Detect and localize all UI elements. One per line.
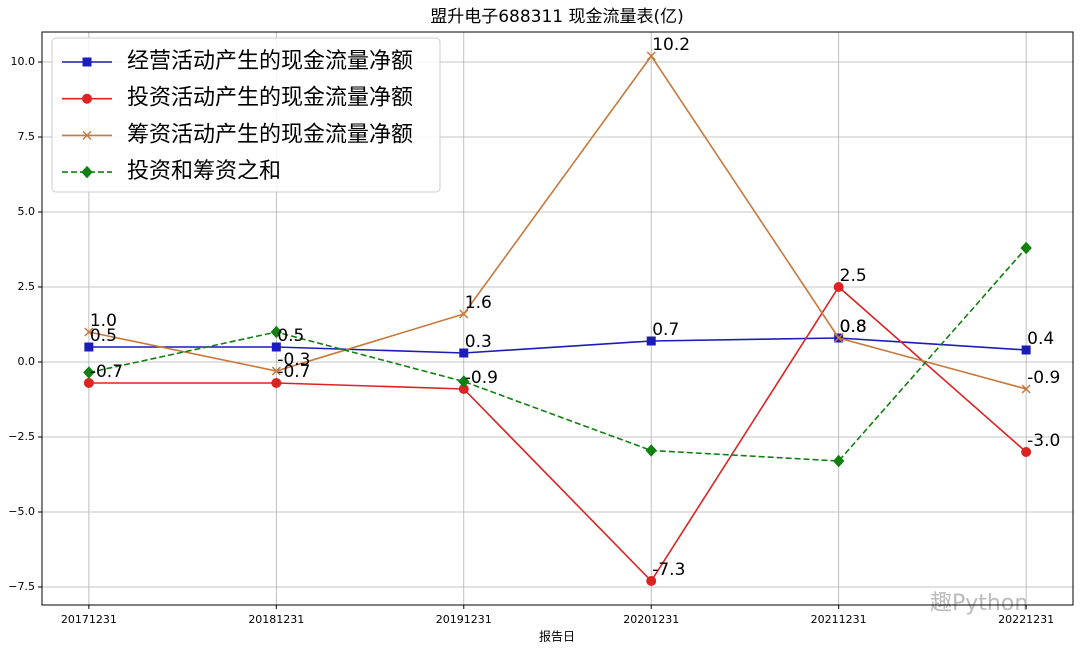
data-label: -0.9 [1027, 368, 1060, 388]
data-label: 0.5 [90, 326, 117, 346]
data-label: -7.3 [652, 560, 685, 580]
y-tick-label: −7.5 [8, 580, 35, 593]
line [88, 285, 1027, 583]
marker [83, 366, 95, 379]
data-label: -0.3 [277, 350, 310, 370]
x-tick-label: 20171231 [61, 613, 117, 626]
marker [645, 444, 657, 457]
legend: 经营活动产生的现金流量净额投资活动产生的现金流量净额筹资活动产生的现金流量净额投… [51, 37, 441, 193]
legend-label: 投资和筹资之和 [127, 159, 281, 184]
line [88, 54, 1027, 390]
x-axis-label: 报告日 [539, 629, 575, 644]
series [84, 51, 1031, 394]
marker [458, 375, 470, 388]
data-label: 1.0 [90, 311, 117, 331]
y-tick-label: 0.0 [18, 355, 36, 368]
data-label: 0.7 [652, 320, 679, 340]
marker [271, 378, 282, 388]
x-tick-label: 20211231 [811, 613, 867, 626]
series [83, 241, 1032, 468]
marker [82, 93, 92, 104]
y-tick-label: −5.0 [8, 505, 35, 518]
line [88, 337, 1027, 354]
legend-label: 筹资活动产生的现金流量净额 [127, 122, 413, 147]
marker [833, 282, 844, 292]
data-label: -0.7 [277, 362, 310, 382]
legend-label: 经营活动产生的现金流量净额 [127, 49, 413, 74]
marker [459, 309, 469, 319]
plot-frame [41, 31, 1074, 606]
marker [81, 165, 93, 179]
marker [271, 366, 281, 376]
legend-label: 投资活动产生的现金流量净额 [127, 86, 413, 111]
series [83, 282, 1032, 586]
marker [646, 336, 656, 346]
data-label: -0.9 [465, 368, 498, 388]
marker [646, 576, 657, 586]
data-label: -3.0 [1027, 431, 1060, 451]
marker [833, 454, 845, 468]
data-label: 2.5 [840, 266, 867, 286]
marker [84, 342, 94, 352]
data-label: 0.8 [840, 317, 867, 337]
marker [1021, 384, 1031, 394]
marker [271, 342, 281, 352]
marker [646, 51, 656, 61]
data-label: 0.4 [1027, 329, 1054, 349]
x-tick-label: 20201231 [623, 613, 679, 626]
legend-box [51, 37, 441, 193]
marker [270, 325, 282, 339]
y-tick-label: 5.0 [18, 205, 36, 218]
line [88, 247, 1027, 462]
data-label: -0.7 [90, 362, 123, 382]
marker [834, 333, 844, 343]
marker [1021, 345, 1031, 355]
marker [82, 57, 92, 67]
marker [1020, 241, 1032, 255]
data-label: 1.6 [465, 293, 492, 313]
y-tick-label: 10.0 [11, 55, 36, 68]
x-tick-label: 20191231 [436, 613, 492, 626]
marker [1021, 447, 1032, 457]
data-label: 10.2 [652, 35, 690, 55]
x-tick-label: 20181231 [248, 613, 304, 626]
x-tick-label: 20221231 [998, 613, 1054, 626]
marker [459, 348, 469, 358]
y-tick-label: 7.5 [18, 130, 36, 143]
data-label: 0.8 [840, 317, 867, 337]
data-label: 0.3 [465, 332, 492, 352]
chart-title: 盟升电子688311 现金流量表(亿) [430, 7, 684, 27]
marker [84, 327, 94, 337]
data-label: 0.5 [277, 326, 304, 346]
marker [82, 130, 92, 140]
watermark: 趣Python [930, 591, 1028, 616]
y-tick-label: 2.5 [18, 280, 36, 293]
y-tick-label: −2.5 [8, 430, 35, 443]
